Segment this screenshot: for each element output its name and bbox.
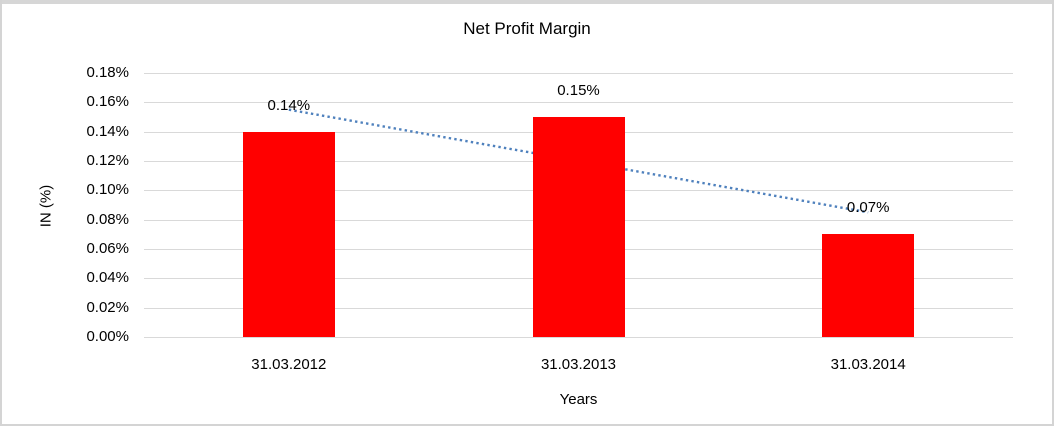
y-tick-label: 0.14% bbox=[86, 122, 129, 140]
gridline bbox=[144, 73, 1013, 74]
frame-border-top bbox=[0, 0, 1054, 4]
bar-data-label: 0.14% bbox=[267, 96, 311, 114]
y-tick-label: 0.04% bbox=[86, 269, 129, 287]
x-tick-label: 31.03.2013 bbox=[540, 356, 617, 373]
bar-data-label: 0.07% bbox=[846, 199, 890, 217]
gridline bbox=[144, 337, 1013, 338]
bar-31.03.2012 bbox=[242, 131, 335, 337]
x-tick-label: 31.03.2014 bbox=[830, 356, 906, 373]
y-tick-label: 0.08% bbox=[86, 210, 129, 228]
y-tick-label: 0.06% bbox=[86, 240, 129, 257]
frame-border-right bbox=[1052, 0, 1054, 426]
bar-31.03.2013 bbox=[532, 117, 625, 337]
bar-data-label: 0.15% bbox=[557, 82, 600, 99]
y-tick-label: 0.02% bbox=[86, 298, 129, 316]
plot-area: 0.14% 0.15% 0.07% bbox=[144, 73, 1013, 338]
gridline bbox=[144, 102, 1013, 104]
bar-31.03.2014 bbox=[822, 234, 915, 337]
y-tick-label: 0.16% bbox=[86, 93, 129, 111]
frame-border-bottom bbox=[0, 424, 1054, 426]
frame-border-left bbox=[0, 0, 2, 426]
y-tick-label: 0.18% bbox=[86, 64, 129, 81]
y-tick-label: 0.00% bbox=[86, 328, 129, 345]
x-axis-title: Years bbox=[559, 391, 598, 408]
chart-title: Net Profit Margin bbox=[463, 19, 591, 38]
y-tick-label: 0.12% bbox=[86, 152, 129, 169]
x-tick-label: 31.03.2012 bbox=[251, 356, 327, 373]
y-tick-label: 0.10% bbox=[86, 181, 129, 199]
